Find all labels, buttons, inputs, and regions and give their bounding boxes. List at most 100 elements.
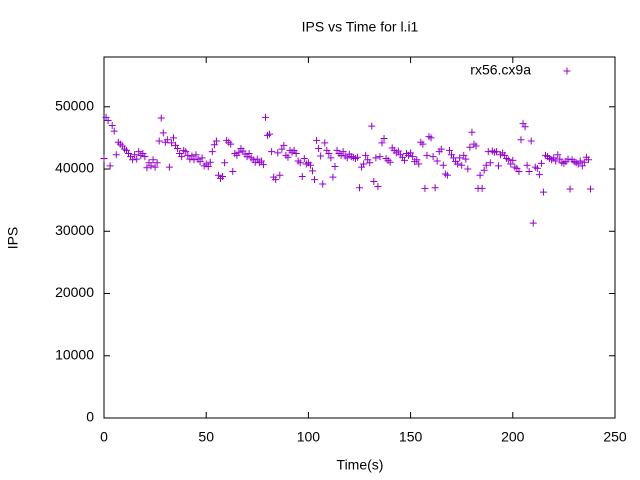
point [210, 141, 218, 149]
point [317, 152, 325, 160]
point [331, 163, 339, 171]
point [257, 157, 265, 165]
point [468, 128, 476, 136]
point [552, 157, 560, 165]
point [515, 168, 523, 176]
point [443, 171, 451, 179]
point [178, 153, 186, 161]
point [356, 184, 363, 192]
point [556, 155, 564, 163]
point [486, 159, 494, 167]
point [112, 151, 120, 159]
point [517, 136, 525, 144]
point [472, 142, 480, 150]
point [439, 161, 447, 169]
point [190, 156, 198, 164]
point [192, 151, 200, 159]
point [343, 154, 351, 162]
point [462, 155, 470, 163]
point [219, 173, 227, 181]
point [306, 161, 314, 169]
point [298, 173, 306, 181]
point [400, 156, 408, 164]
point [274, 149, 282, 157]
point [292, 149, 300, 157]
point [268, 148, 276, 156]
point [378, 139, 386, 147]
point [110, 127, 118, 135]
point [464, 165, 472, 173]
point [374, 182, 382, 190]
point [409, 153, 417, 161]
point [135, 148, 143, 156]
point [174, 144, 182, 152]
point [423, 151, 431, 159]
y-tick-label: 20000 [55, 284, 94, 300]
point [141, 153, 149, 161]
point [580, 158, 588, 166]
point [505, 156, 513, 164]
y-tick-label: 0 [86, 409, 94, 425]
point [100, 154, 108, 162]
point [566, 185, 574, 193]
point [576, 157, 584, 165]
point [533, 164, 541, 172]
point [253, 155, 261, 163]
point [155, 137, 163, 145]
x-tick-label: 100 [297, 429, 321, 445]
point [188, 152, 196, 160]
point [245, 149, 253, 157]
point [509, 156, 517, 164]
point [458, 161, 466, 169]
plot-frame [103, 56, 616, 419]
point [454, 160, 462, 168]
point [380, 135, 388, 143]
x-tick-label: 200 [501, 429, 525, 445]
point [360, 160, 368, 168]
point [366, 159, 374, 167]
legend-label: rx56.cx9a [470, 62, 531, 78]
point [362, 151, 370, 159]
point [159, 129, 167, 137]
legend-symbol [563, 67, 571, 75]
y-tick-label: 30000 [55, 222, 94, 238]
point [143, 164, 151, 172]
point [321, 139, 329, 147]
point [484, 148, 492, 156]
point [437, 145, 445, 153]
point [204, 163, 212, 171]
point [325, 149, 333, 157]
point [133, 155, 141, 163]
point [313, 136, 321, 144]
point [460, 151, 468, 159]
point [521, 123, 529, 131]
point [276, 171, 284, 179]
point [235, 148, 243, 156]
point [433, 157, 441, 165]
point [104, 116, 112, 124]
point [151, 163, 159, 171]
point [259, 161, 267, 169]
point [494, 162, 502, 170]
point [163, 136, 171, 144]
point [537, 159, 545, 167]
point [413, 156, 421, 164]
point [227, 140, 235, 148]
point [272, 176, 280, 184]
point [539, 188, 547, 196]
y-tick-label: 10000 [55, 346, 94, 362]
point [429, 153, 437, 161]
point [427, 134, 435, 142]
point [386, 158, 394, 166]
point [419, 140, 427, 148]
point [319, 180, 327, 188]
point [300, 154, 308, 162]
y-tick-label: 50000 [55, 97, 94, 113]
x-axis-label: Time(s) [337, 457, 384, 473]
point [106, 162, 114, 170]
point [376, 153, 384, 161]
point [198, 154, 206, 162]
point [108, 121, 116, 129]
point [431, 184, 439, 192]
x-tick-label: 250 [603, 429, 627, 445]
